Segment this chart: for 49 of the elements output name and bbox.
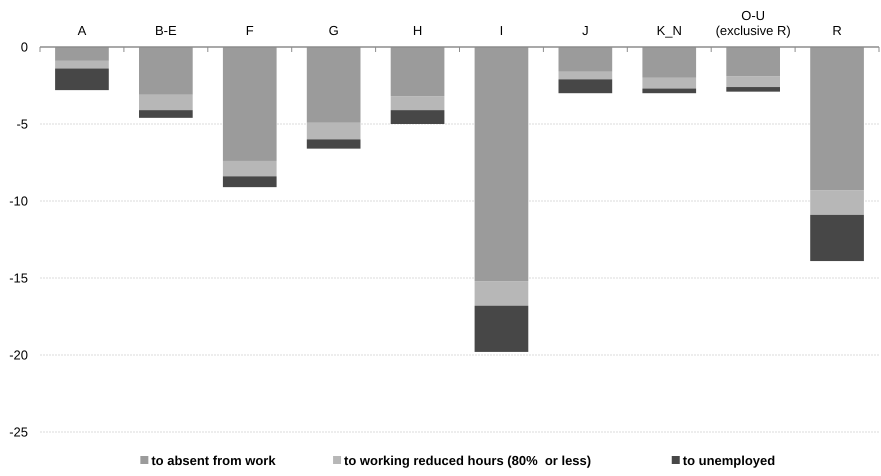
- bar: [642, 78, 696, 89]
- bar: [810, 47, 864, 190]
- bar: [222, 160, 277, 176]
- bar: [390, 96, 444, 110]
- y-tick-label: -15: [9, 270, 28, 286]
- x-tick-label: G: [328, 23, 339, 38]
- bar: [726, 87, 780, 92]
- bar: [390, 110, 444, 124]
- bar: [642, 88, 696, 94]
- x-tick-label: H: [412, 23, 422, 38]
- y-tick-label: -5: [16, 116, 28, 132]
- bar: [810, 190, 864, 215]
- x-tick-label: K_N: [656, 23, 682, 38]
- bar: [558, 47, 612, 72]
- x-tick-label: R: [832, 23, 842, 38]
- legend-label: to unemployed: [682, 453, 776, 468]
- bar: [642, 47, 696, 78]
- bar: [139, 94, 193, 110]
- x-tick-label: I: [500, 23, 504, 38]
- bar: [306, 122, 360, 140]
- bar: [558, 72, 612, 80]
- bar: [474, 47, 528, 282]
- x-tick-label: F: [246, 23, 254, 38]
- bar: [222, 176, 277, 188]
- y-tick-label: -20: [9, 348, 28, 363]
- bar: [139, 110, 193, 118]
- bar: [55, 47, 109, 61]
- bar: [810, 214, 864, 262]
- legend-label: to absent from work: [151, 453, 276, 468]
- bar: [55, 68, 109, 90]
- y-tick-label: -10: [9, 194, 28, 209]
- y-tick-label: 0: [20, 40, 28, 55]
- x-tick-label: B-E: [155, 23, 178, 38]
- bar: [390, 47, 444, 96]
- bar: [474, 306, 528, 352]
- bar: [55, 60, 109, 69]
- bar: [222, 47, 277, 161]
- x-tick-label: O-U (exclusive R): [716, 8, 791, 38]
- x-tick-label: A: [78, 23, 87, 38]
- bar: [306, 47, 360, 122]
- y-tick-label: -25: [9, 424, 28, 440]
- x-tick-label: J: [582, 23, 589, 38]
- bar: [474, 281, 528, 306]
- bar: [726, 47, 780, 76]
- bar: [139, 47, 193, 95]
- legend-label: to working reduced hours (80% or less): [344, 453, 592, 468]
- bar: [558, 79, 612, 94]
- bar: [306, 139, 360, 149]
- bar: [726, 76, 780, 88]
